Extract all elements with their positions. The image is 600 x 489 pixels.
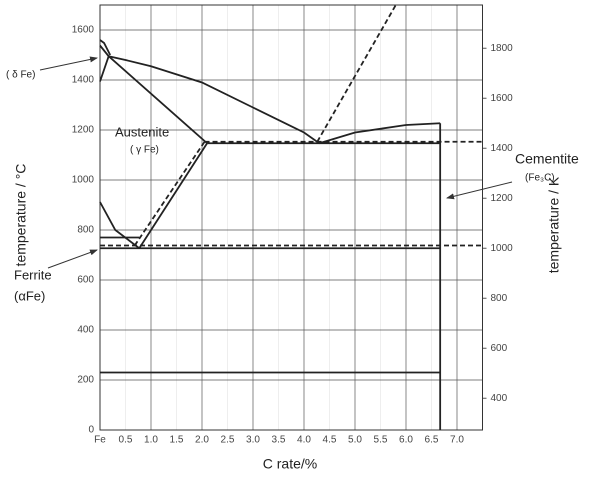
x-tick-label: 2.0: [195, 435, 209, 446]
y2-tick-label: 1000: [491, 243, 514, 254]
y-tick-label: 800: [77, 225, 94, 236]
phase-line: [133, 141, 206, 247]
annotation: Cementite: [515, 151, 579, 167]
x-tick-label: 5.5: [374, 435, 388, 446]
x-tick-label: 7.0: [450, 435, 464, 446]
phase-line: [99, 54, 208, 144]
phase-line: [108, 55, 320, 144]
x-tick-label: 0.5: [119, 435, 133, 446]
annotation: Ferrite: [14, 267, 52, 282]
annotation: ( γ Fe): [130, 145, 159, 156]
y-tick-label: 0: [88, 425, 94, 436]
x-tick-label: 6.0: [399, 435, 413, 446]
x-tick-label: 5.0: [348, 435, 362, 446]
x-tick-label: 4.0: [297, 435, 311, 446]
y2-tick-label: 800: [491, 293, 508, 304]
y2-tick-label: 400: [491, 393, 508, 404]
x-tick-label: 3.0: [246, 435, 260, 446]
arrow: [446, 181, 513, 200]
phase-line: [99, 201, 140, 249]
x-tick-label: 6.5: [425, 435, 439, 446]
y-tick-label: 600: [77, 275, 94, 286]
arrow: [39, 56, 98, 71]
y2-tick-label: 1200: [491, 193, 514, 204]
x-tick-label: Fe: [94, 435, 106, 446]
plot-frame: [99, 4, 483, 431]
y-tick-label: 1600: [72, 25, 95, 36]
annotation: (Fe₃C): [525, 173, 555, 184]
phase-line: [316, 4, 397, 143]
y-tick-label: 1200: [72, 125, 95, 136]
annotation: Austenite: [115, 124, 169, 139]
x-axis-label: C rate/%: [263, 456, 317, 472]
arrow: [47, 249, 98, 269]
y-tick-label: 1000: [72, 175, 95, 186]
y-tick-label: 1400: [72, 75, 95, 86]
annotation: (αFe): [14, 288, 45, 303]
y2-axis-label: temperature / K: [546, 176, 562, 273]
y2-tick-label: 1400: [491, 143, 514, 154]
x-tick-label: 2.5: [221, 435, 235, 446]
y-axis-label: temperature / °C: [13, 164, 29, 267]
x-tick-label: 4.5: [323, 435, 337, 446]
x-tick-label: 1.0: [144, 435, 158, 446]
phase-line: [99, 44, 110, 57]
phase-line: [138, 142, 208, 249]
annotation: ( δ Fe): [6, 70, 35, 81]
y2-tick-label: 600: [491, 343, 508, 354]
x-tick-label: 3.5: [272, 435, 286, 446]
y-tick-label: 200: [77, 375, 94, 386]
x-tick-label: 1.5: [170, 435, 184, 446]
phase-line: [99, 39, 112, 56]
y2-tick-label: 1800: [491, 43, 514, 54]
y-tick-label: 400: [77, 325, 94, 336]
y2-tick-label: 1600: [491, 93, 514, 104]
phase-line: [319, 122, 441, 145]
